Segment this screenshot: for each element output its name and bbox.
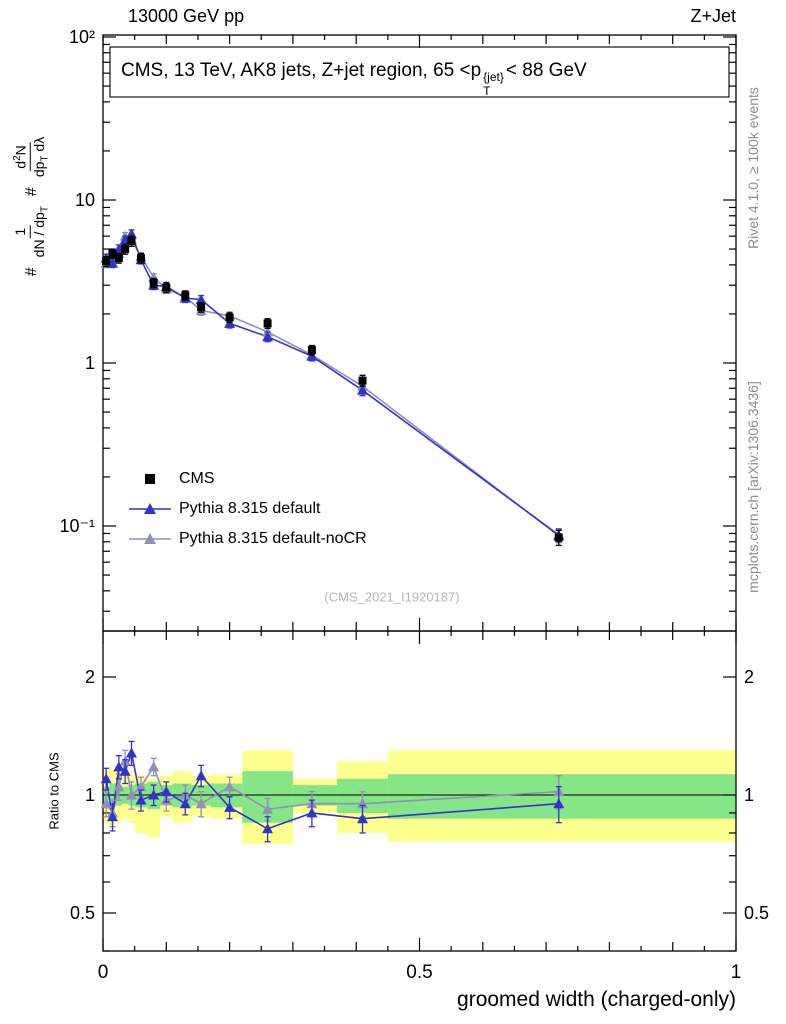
ylabel-hash-2: # [22,187,40,197]
legend-label: Pythia 8.315 default-noCR [179,530,367,547]
ylabel-hash-1: # [22,267,40,277]
svg-text:0.5: 0.5 [744,903,769,923]
svg-text:0.5: 0.5 [70,903,95,923]
svg-text:1: 1 [85,785,95,805]
rivet-version-note: Rivet 4.1.0, ≥ 100k events [745,87,761,249]
svg-text:1: 1 [744,785,754,805]
svg-text:2: 2 [744,667,754,687]
legend-label: CMS [179,470,215,487]
beam-energy-label: 13000 GeV pp [128,6,245,26]
pythia-nocr-triangle-marker-icon [127,531,173,547]
legend-item-pythia-default: Pythia 8.315 default [127,494,367,524]
svg-text:10: 10 [75,190,95,210]
ylabel-fraction-2: d2N dpT dλ [11,136,51,178]
analysis-id-watermark: (CMS_2021_I1920187) [324,589,460,605]
svg-text:0.5: 0.5 [406,962,432,983]
svg-text:1: 1 [85,353,95,373]
cms-square-marker-icon [127,471,173,487]
ratio-y-axis-title: Ratio to CMS [46,752,62,830]
svg-text:2: 2 [85,667,95,687]
legend-item-cms: CMS [127,464,367,494]
legend-item-pythia-nocr: Pythia 8.315 default-noCR [127,524,367,554]
legend: CMS Pythia 8.315 default Pythia 8.315 de… [127,464,367,554]
mcplots-reference-note: mcplots.cern.ch [arXiv:1306.3436] [745,381,761,593]
ylabel-fraction-1: 1 dN / dpT [12,206,51,258]
svg-text:10⁻¹: 10⁻¹ [59,516,95,536]
pt-jet-supsub: {jet} T [483,69,504,98]
svg-text:0: 0 [98,962,109,983]
panel-title: CMS, 13 TeV, AK8 jets, Z+jet region, 65 … [121,60,587,98]
pythia-default-triangle-marker-icon [127,501,173,517]
svg-text:1: 1 [731,962,742,983]
legend-label: Pythia 8.315 default [179,500,321,517]
x-axis-title: groomed width (charged-only) [457,988,736,1011]
process-label: Z+Jet [690,6,736,26]
panel-title-text: CMS, 13 TeV, AK8 jets, Z+jet region, 65 … [121,60,482,81]
svg-text:10²: 10² [69,27,95,47]
main-y-axis-title: # 1 dN / dpT # d2N dpT dλ [11,134,52,277]
